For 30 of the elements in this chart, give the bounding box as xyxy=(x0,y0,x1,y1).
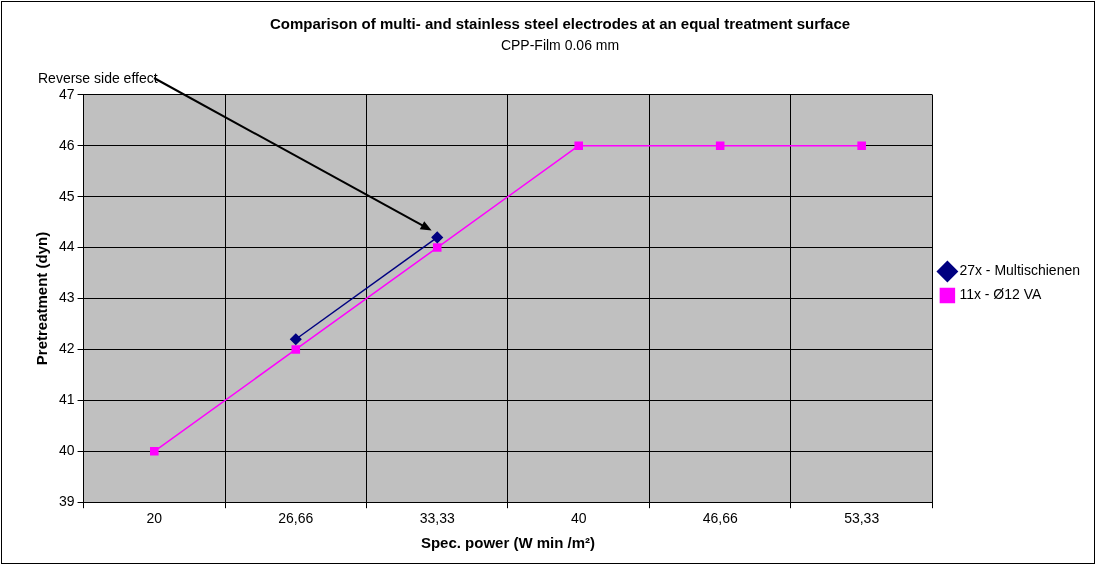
point xyxy=(290,333,302,345)
x-axis-title: Spec. power (W min /m²) xyxy=(420,534,596,552)
y-tick-label: 45 xyxy=(58,187,75,204)
y-tick-label: 40 xyxy=(58,442,75,459)
x-tick-label: 46,66 xyxy=(702,510,738,527)
y-tick-label: 47 xyxy=(58,85,75,102)
y-axis-title: Pretreatment (dyn) xyxy=(33,231,51,366)
y-tick-label: 42 xyxy=(58,340,75,357)
y-tick-label: 41 xyxy=(58,391,75,408)
point xyxy=(715,141,725,151)
point xyxy=(150,446,159,456)
point xyxy=(857,141,866,151)
x-tick-label: 40 xyxy=(570,510,587,527)
point xyxy=(432,243,442,252)
y-tick-label: 44 xyxy=(58,238,75,255)
x-tick-label: 33,33 xyxy=(419,510,455,527)
point xyxy=(291,345,301,354)
text: Reverse side effect xyxy=(38,69,158,86)
point xyxy=(431,231,443,244)
x-tick-label: 20 xyxy=(146,510,163,527)
legend-label: 11x - Ø12 VA xyxy=(959,286,1043,303)
x-tick-label: 26,66 xyxy=(278,510,314,527)
y-tick-label: 46 xyxy=(58,136,75,153)
x-tick-label: 53,33 xyxy=(844,510,880,527)
point xyxy=(574,141,583,151)
legend-label: 27x - Multischienen xyxy=(959,262,1081,279)
chart-subtitle: CPP-Film 0.06 mm xyxy=(500,37,620,54)
y-tick-label: 43 xyxy=(58,289,75,306)
chart-title: Comparison of multi- and stainless steel electrodes at an equal treatment surface xyxy=(269,15,851,33)
y-tick-label: 39 xyxy=(58,493,75,510)
